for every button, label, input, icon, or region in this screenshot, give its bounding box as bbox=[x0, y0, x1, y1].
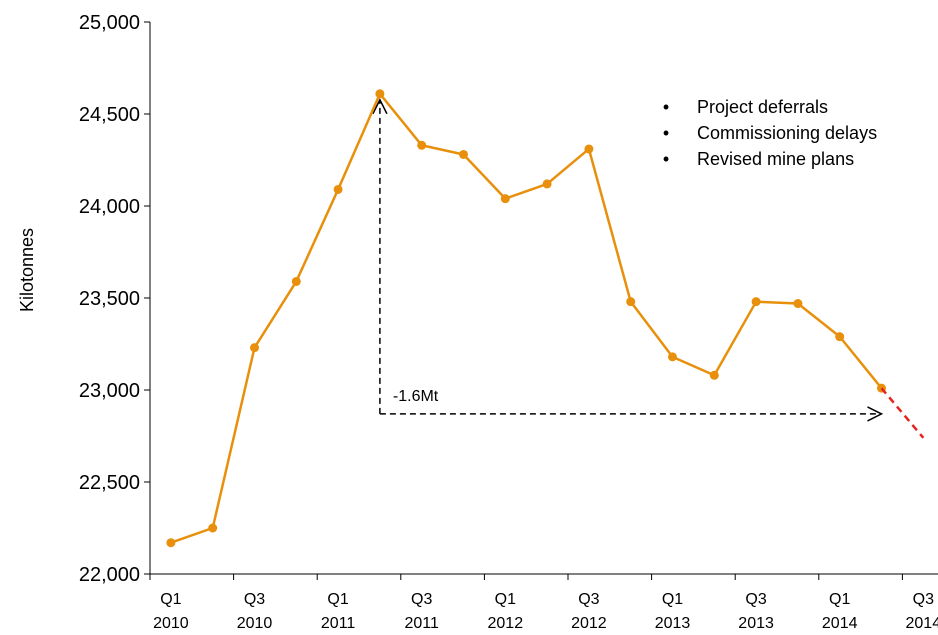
x-tick-label-quarter: Q3 bbox=[244, 591, 265, 608]
x-tick-label-year: 2010 bbox=[153, 615, 189, 632]
arrowhead-up bbox=[372, 98, 388, 115]
x-tick-label-year: 2012 bbox=[571, 615, 607, 632]
data-series bbox=[166, 89, 925, 548]
x-tick-label-year: 2013 bbox=[655, 615, 691, 632]
x-tick-label-quarter: Q1 bbox=[327, 591, 348, 608]
data-point bbox=[208, 523, 218, 533]
x-tick-label-quarter: Q1 bbox=[160, 591, 181, 608]
legend: • Project deferrals • Commissioning delays •… bbox=[663, 97, 877, 169]
x-tick-label-year: 2013 bbox=[738, 615, 774, 632]
data-point bbox=[291, 276, 301, 286]
data-point bbox=[500, 194, 510, 204]
data-point bbox=[375, 89, 385, 99]
data-point bbox=[459, 149, 468, 159]
x-tick-label-quarter: Q1 bbox=[829, 591, 850, 608]
arrowhead-right bbox=[867, 406, 884, 422]
y-axis-label: Kilotonnes bbox=[17, 228, 37, 312]
x-tick-label-year: 2010 bbox=[237, 615, 273, 632]
x-tick-labels: Q1 2010 Q3 2010 Q1 2011 Q3 2011 Q1 2012 Q3 2012 Q1 20… bbox=[149, 574, 938, 632]
y-tick-label: 24,500 bbox=[79, 104, 140, 126]
forecast-line bbox=[880, 387, 925, 439]
legend-item: Revised mine plans bbox=[697, 149, 854, 169]
x-tick-label-quarter: Q3 bbox=[913, 591, 934, 608]
y-tick-label: 23,500 bbox=[79, 288, 140, 310]
legend-item: Project deferrals bbox=[697, 97, 828, 117]
annotation-arrows: -1.6Mt bbox=[372, 98, 884, 422]
data-point bbox=[751, 297, 761, 307]
data-point bbox=[542, 179, 552, 189]
x-tick-label-year: 2012 bbox=[488, 615, 524, 632]
data-point bbox=[709, 370, 719, 380]
data-point bbox=[250, 343, 259, 353]
y-tick-label: 23,000 bbox=[79, 380, 140, 402]
x-tick-label-year: 2014 bbox=[906, 615, 938, 632]
legend-bullet: • bbox=[663, 123, 669, 143]
data-point bbox=[333, 184, 343, 194]
production-line bbox=[170, 92, 883, 544]
x-tick-label-year: 2011 bbox=[321, 615, 356, 632]
x-tick-label-year: 2014 bbox=[822, 615, 858, 632]
data-point bbox=[417, 140, 427, 150]
y-tick-label: 25,000 bbox=[79, 12, 140, 34]
y-tick-label: 22,500 bbox=[79, 472, 140, 494]
data-point bbox=[793, 299, 803, 309]
x-tick-label-quarter: Q1 bbox=[662, 591, 683, 608]
annotation-label: -1.6Mt bbox=[393, 388, 439, 405]
x-tick-label-quarter: Q3 bbox=[745, 591, 766, 608]
y-tick-label: 22,000 bbox=[79, 564, 140, 586]
x-tick-label-quarter: Q3 bbox=[578, 591, 599, 608]
data-point bbox=[668, 352, 677, 362]
x-tick-label-quarter: Q1 bbox=[495, 591, 516, 608]
legend-bullet: • bbox=[663, 97, 669, 117]
y-tick-labels: 22,000 22,500 23,000 23,500 24,000 24,500 25,0… bbox=[79, 12, 150, 586]
data-point bbox=[166, 538, 176, 548]
data-point bbox=[626, 297, 636, 307]
data-point bbox=[584, 144, 594, 154]
x-tick-label-quarter: Q3 bbox=[411, 591, 432, 608]
legend-bullet: • bbox=[663, 149, 669, 169]
x-tick-label-year: 2011 bbox=[404, 615, 439, 632]
data-point bbox=[835, 332, 845, 342]
legend-item: Commissioning delays bbox=[697, 123, 877, 143]
y-tick-label: 24,000 bbox=[79, 196, 140, 218]
